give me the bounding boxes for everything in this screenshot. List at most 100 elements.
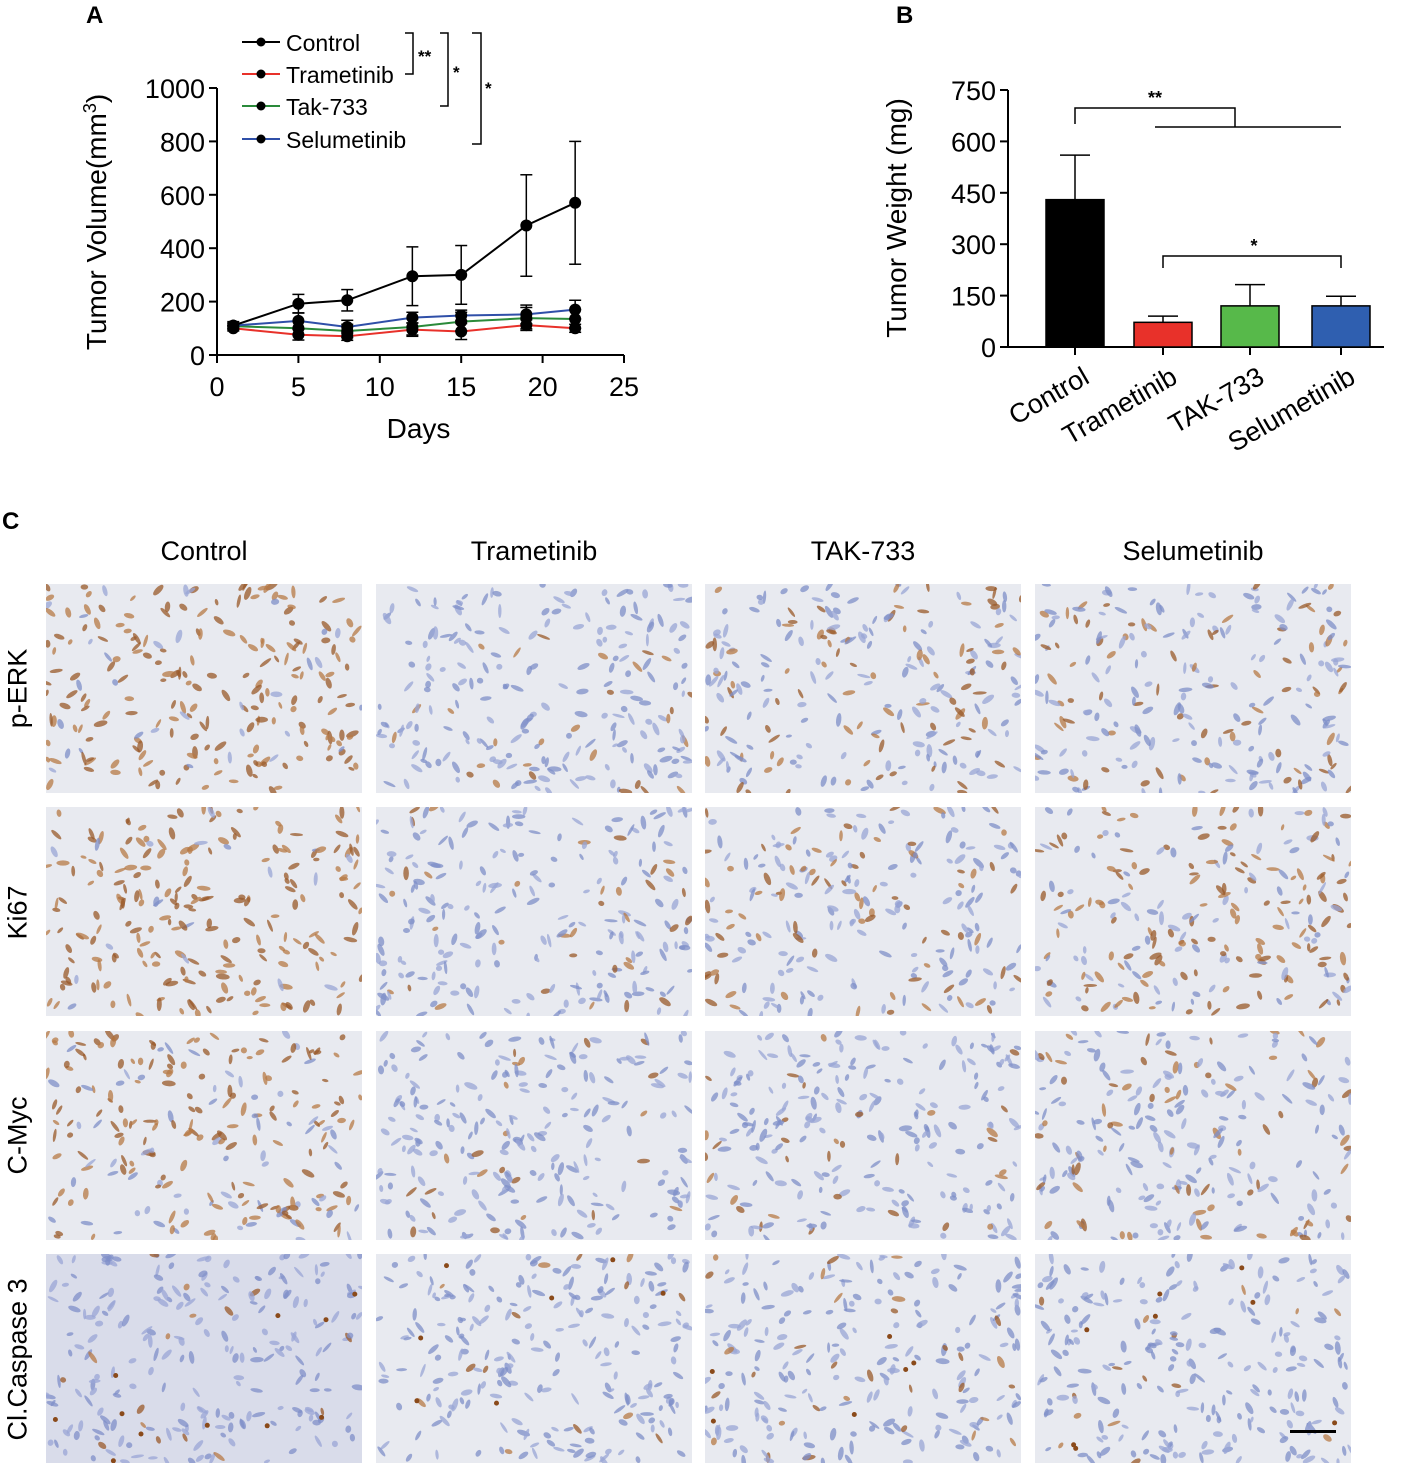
cell-nucleus xyxy=(1035,689,1044,697)
cell-nucleus xyxy=(1179,931,1187,942)
cell-nucleus xyxy=(1248,872,1257,881)
cell-nucleus xyxy=(185,680,192,686)
cell-nucleus xyxy=(1124,960,1132,971)
cell-nucleus xyxy=(171,1285,182,1297)
cell-nucleus xyxy=(255,1049,265,1056)
cell-nucleus xyxy=(53,1234,61,1239)
cell-nucleus xyxy=(1323,724,1336,729)
cell-nucleus xyxy=(511,1176,521,1184)
cell-nucleus xyxy=(75,1388,82,1398)
cell-nucleus xyxy=(1081,1005,1089,1012)
cell-nucleus xyxy=(1190,998,1195,1005)
cell-nucleus xyxy=(836,1098,847,1105)
cell-nucleus xyxy=(1301,1389,1307,1402)
cell-nucleus xyxy=(1272,1032,1279,1039)
cell-nucleus xyxy=(714,586,723,594)
cell-nucleus xyxy=(1152,936,1157,949)
cell-nucleus xyxy=(457,662,467,669)
cell-nucleus xyxy=(1200,1183,1210,1196)
significance-bracket xyxy=(405,32,414,75)
cell-nucleus xyxy=(1337,664,1351,669)
cell-nucleus xyxy=(63,967,70,979)
cell-nucleus xyxy=(1218,736,1223,747)
cell-nucleus xyxy=(1168,1284,1178,1291)
cell-nucleus xyxy=(902,994,906,1007)
cell-nucleus xyxy=(379,1031,389,1042)
cell-nucleus xyxy=(576,688,589,695)
cell-nucleus xyxy=(165,1254,177,1259)
cell-nucleus xyxy=(803,1442,816,1449)
cell-nucleus xyxy=(57,1374,61,1389)
cell-nucleus xyxy=(377,703,382,710)
cell-nucleus xyxy=(312,1419,321,1426)
cell-nucleus xyxy=(757,1034,763,1041)
cell-nucleus xyxy=(791,1282,800,1293)
cell-nucleus xyxy=(781,1082,787,1089)
cell-nucleus xyxy=(871,733,880,739)
cell-nucleus xyxy=(869,1092,882,1101)
cell-nucleus xyxy=(789,1430,795,1442)
cell-nucleus xyxy=(1010,883,1018,894)
cell-nucleus xyxy=(1160,1454,1167,1463)
cell-nucleus xyxy=(292,1296,300,1309)
cell-nucleus xyxy=(713,667,719,674)
cell-nucleus xyxy=(675,1310,682,1317)
cell-nucleus xyxy=(525,1254,532,1261)
cell-nucleus xyxy=(986,774,998,779)
cell-nucleus xyxy=(75,1048,86,1057)
cell-nucleus xyxy=(749,1144,758,1151)
cell-nucleus xyxy=(608,1388,615,1393)
cell-nucleus xyxy=(520,717,529,730)
cell-nucleus xyxy=(922,1043,928,1049)
cell-nucleus xyxy=(476,1169,488,1177)
cell-nucleus xyxy=(439,807,445,813)
cell-nucleus xyxy=(1334,1335,1341,1341)
cell-nucleus xyxy=(1150,930,1157,941)
cell-nucleus xyxy=(401,1145,406,1153)
cell-nucleus xyxy=(411,750,420,760)
cell-nucleus xyxy=(1157,899,1164,909)
cell-nucleus xyxy=(498,1055,511,1061)
cell-nucleus xyxy=(705,942,713,952)
cell-nucleus xyxy=(833,1193,842,1200)
cell-nucleus xyxy=(546,768,556,775)
cell-nucleus xyxy=(749,606,760,613)
cell-nucleus xyxy=(418,907,431,914)
cell-nucleus xyxy=(357,1254,362,1260)
cell-nucleus xyxy=(528,830,541,835)
cell-nucleus xyxy=(952,755,958,765)
cell-nucleus xyxy=(479,866,487,876)
cell-nucleus xyxy=(1035,965,1041,972)
cell-nucleus xyxy=(213,758,219,765)
cell-nucleus xyxy=(957,932,964,940)
cell-nucleus xyxy=(1326,732,1335,746)
cell-nucleus xyxy=(638,858,643,867)
cell-nucleus xyxy=(721,1087,728,1100)
cell-nucleus xyxy=(1192,991,1201,998)
cell-nucleus xyxy=(308,1049,315,1054)
cell-nucleus xyxy=(1039,843,1053,850)
ihc-micrograph xyxy=(705,807,1021,1016)
cell-nucleus xyxy=(677,1147,688,1154)
cell-nucleus xyxy=(1164,1096,1177,1104)
cell-nucleus xyxy=(916,649,923,661)
cell-nucleus xyxy=(119,847,129,859)
cell-nucleus xyxy=(379,981,388,990)
cell-nucleus xyxy=(311,1197,320,1207)
cell-nucleus xyxy=(648,1072,659,1079)
cell-nucleus xyxy=(1258,955,1271,962)
cell-nucleus xyxy=(1268,751,1275,761)
cell-nucleus xyxy=(1048,1333,1055,1346)
cell-nucleus xyxy=(417,1176,426,1187)
cell-nucleus xyxy=(1169,1337,1179,1341)
cell-nucleus xyxy=(1012,647,1021,656)
cell-nucleus xyxy=(1262,1280,1269,1294)
cell-nucleus xyxy=(259,658,272,668)
cell-nucleus xyxy=(114,867,127,873)
cell-nucleus xyxy=(174,886,182,893)
cell-nucleus xyxy=(914,1354,921,1361)
cell-nucleus xyxy=(776,757,784,767)
cell-nucleus xyxy=(76,679,82,691)
cell-nucleus xyxy=(90,1455,96,1462)
cell-nucleus xyxy=(68,1031,75,1038)
